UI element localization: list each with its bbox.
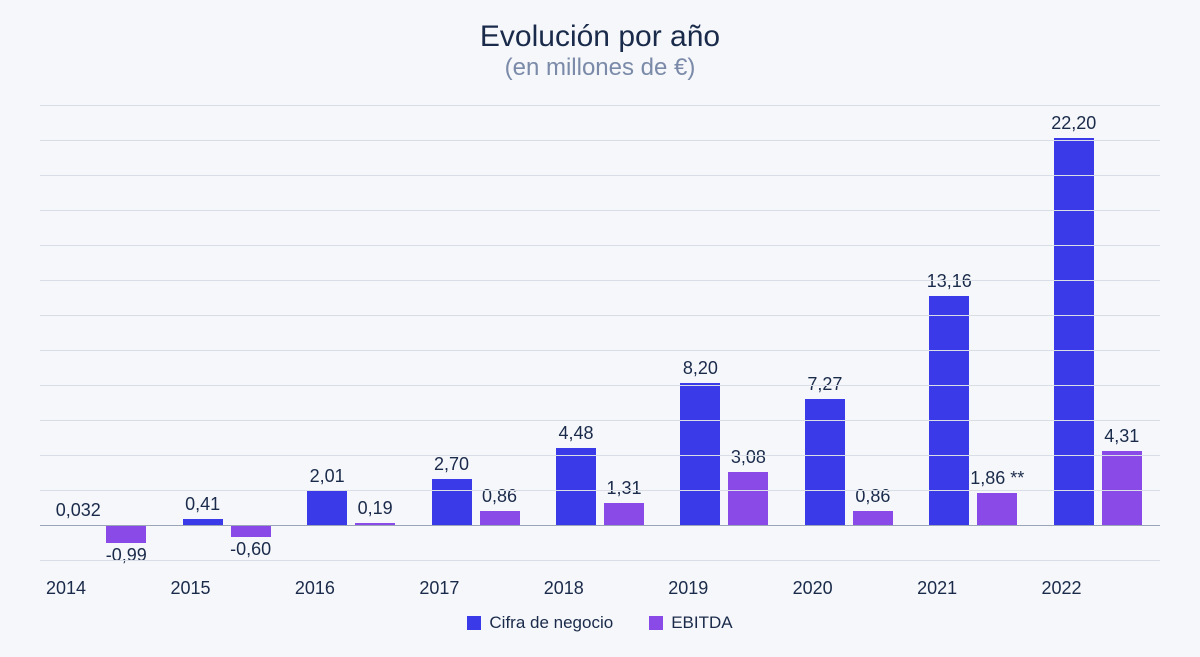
gridline bbox=[40, 560, 1160, 561]
chart-container: Evolución por año (en millones de €) 0,0… bbox=[0, 0, 1200, 657]
bar bbox=[853, 511, 893, 526]
gridline bbox=[40, 245, 1160, 246]
legend-item: EBITDA bbox=[649, 613, 732, 633]
gridline bbox=[40, 280, 1160, 281]
legend-label: Cifra de negocio bbox=[489, 613, 613, 633]
x-tick-label: 2014 bbox=[40, 578, 164, 599]
bar bbox=[556, 448, 596, 526]
bar-value-label: 1,31 bbox=[606, 478, 641, 499]
bar bbox=[307, 491, 347, 526]
bar-value-label: 0,032 bbox=[56, 500, 101, 521]
bar bbox=[231, 526, 271, 537]
gridline bbox=[40, 105, 1160, 106]
x-axis: 201420152016201720182019202020212022 bbox=[40, 578, 1160, 599]
x-tick-label: 2020 bbox=[787, 578, 911, 599]
bar-value-label: 8,20 bbox=[683, 358, 718, 379]
bar bbox=[977, 493, 1017, 526]
gridline bbox=[40, 175, 1160, 176]
bar bbox=[728, 472, 768, 526]
x-tick-label: 2018 bbox=[538, 578, 662, 599]
x-tick-label: 2015 bbox=[164, 578, 288, 599]
gridline bbox=[40, 315, 1160, 316]
gridline bbox=[40, 350, 1160, 351]
chart-subtitle: (en millones de €) bbox=[40, 54, 1160, 82]
chart-area: 0,032-0,990,41-0,602,010,192,700,864,481… bbox=[40, 106, 1160, 639]
legend-swatch bbox=[649, 616, 663, 630]
gridline bbox=[40, 385, 1160, 386]
gridline bbox=[40, 490, 1160, 491]
gridline bbox=[40, 210, 1160, 211]
bar-value-label: 1,86 ** bbox=[970, 468, 1024, 489]
bar bbox=[1102, 451, 1142, 526]
bar bbox=[805, 399, 845, 526]
gridline bbox=[40, 420, 1160, 421]
bar-value-label: 3,08 bbox=[731, 447, 766, 468]
legend-swatch bbox=[467, 616, 481, 630]
legend-item: Cifra de negocio bbox=[467, 613, 613, 633]
bar-value-label: 0,19 bbox=[358, 498, 393, 519]
bar bbox=[604, 503, 644, 526]
legend-label: EBITDA bbox=[671, 613, 732, 633]
title-block: Evolución por año (en millones de €) bbox=[40, 20, 1160, 82]
x-tick-label: 2022 bbox=[1036, 578, 1160, 599]
bar bbox=[480, 511, 520, 526]
bar-value-label: 2,70 bbox=[434, 454, 469, 475]
bar bbox=[106, 526, 146, 543]
gridline bbox=[40, 140, 1160, 141]
chart-title: Evolución por año bbox=[40, 20, 1160, 54]
bar bbox=[929, 296, 969, 526]
x-tick-label: 2017 bbox=[413, 578, 537, 599]
bar-value-label: 4,31 bbox=[1104, 426, 1139, 447]
bar bbox=[1054, 138, 1094, 527]
x-tick-label: 2016 bbox=[289, 578, 413, 599]
x-tick-label: 2021 bbox=[911, 578, 1035, 599]
bar-value-label: -0,99 bbox=[106, 545, 147, 566]
gridline bbox=[40, 455, 1160, 456]
bar bbox=[432, 479, 472, 526]
bar-value-label: -0,60 bbox=[230, 539, 271, 560]
gridline bbox=[40, 525, 1160, 526]
bar-value-label: 4,48 bbox=[558, 423, 593, 444]
bar-value-label: 2,01 bbox=[310, 466, 345, 487]
bar-value-label: 13,16 bbox=[927, 271, 972, 292]
legend: Cifra de negocio EBITDA bbox=[40, 613, 1160, 633]
x-tick-label: 2019 bbox=[662, 578, 786, 599]
plot-area: 0,032-0,990,41-0,602,010,192,700,864,481… bbox=[40, 106, 1160, 561]
bar-value-label: 0,41 bbox=[185, 494, 220, 515]
bar-value-label: 22,20 bbox=[1051, 113, 1096, 134]
